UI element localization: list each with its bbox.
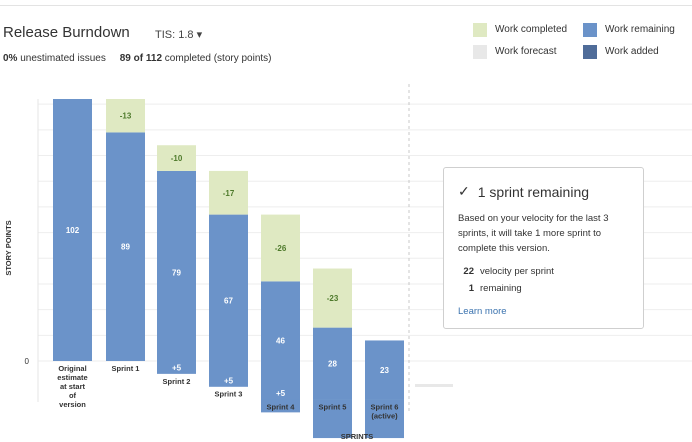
velocity-metric: 22 velocity per sprint (458, 266, 629, 277)
bar-work-completed (313, 268, 352, 328)
legend-work-completed: Work completed (473, 23, 567, 37)
forecast-panel: ✓ 1 sprint remaining Based on your veloc… (443, 167, 644, 329)
bar-work-remaining (313, 327, 352, 400)
legend-swatch-remaining (583, 23, 597, 37)
category-label: Original estimate at start of version (57, 364, 87, 409)
page-title: Release Burndown (3, 24, 130, 41)
panel-title: 1 sprint remaining (477, 183, 590, 200)
remaining-value-label: 67 (224, 297, 233, 306)
bar-work-remaining (53, 99, 92, 361)
remaining-value: 1 (468, 283, 474, 294)
remaining-value-label: 23 (380, 366, 389, 375)
checkmark-icon: ✓ (458, 183, 470, 199)
category-label: Sprint 6 (active) (371, 403, 399, 421)
legend-work-remaining: Work remaining (583, 23, 675, 37)
added-value-label: +5 (172, 363, 182, 372)
top-divider (0, 5, 692, 6)
bar-work-remaining (106, 132, 145, 361)
legend-swatch-added (583, 45, 597, 59)
category-label: Sprint 2 (163, 377, 191, 386)
legend-label: Work completed (495, 24, 568, 35)
added-value-label: +5 (276, 389, 286, 398)
category-label: Sprint 3 (215, 390, 243, 399)
learn-more-link[interactable]: Learn more (458, 306, 507, 317)
unestimated-text: unestimated issues (20, 53, 106, 64)
legend-swatch-completed (473, 23, 487, 37)
completed-count: 89 of 112 (119, 53, 163, 64)
bar-work-remaining (261, 281, 300, 400)
legend-work-forecast: Work forecast (473, 45, 557, 59)
panel-heading: ✓ 1 sprint remaining (458, 183, 629, 200)
completed-value-label: -17 (223, 189, 235, 198)
y-axis-title: STORY POINTS (4, 220, 13, 275)
bar-work-completed (106, 99, 145, 133)
legend-work-added: Work added (583, 45, 659, 59)
category-label: Sprint 1 (112, 364, 140, 373)
panel-description: Based on your velocity for the last 3 sp… (458, 213, 609, 254)
completed-value-label: -10 (171, 154, 183, 163)
remaining-value-label: 79 (172, 268, 181, 277)
bar-work-completed (157, 145, 196, 171)
unestimated-percent: 0% (3, 53, 18, 64)
bar-prior-added (313, 399, 352, 439)
completed-value-label: -26 (275, 244, 287, 253)
summary-line: 0% unestimated issues 89 of 112 complete… (3, 53, 272, 64)
legend-label: Work remaining (605, 24, 675, 35)
remaining-value-label: 89 (121, 243, 130, 252)
velocity-text: velocity per sprint (480, 266, 554, 277)
remaining-value-label: 28 (328, 360, 337, 369)
remaining-value-label: 46 (276, 336, 285, 345)
velocity-value: 22 (463, 266, 474, 277)
remaining-text: remaining (480, 283, 522, 294)
category-label: Sprint 4 (267, 403, 296, 412)
version-dropdown[interactable]: TIS: 1.8 ▾ (155, 29, 203, 41)
completed-text: completed (story points) (164, 53, 272, 64)
bar-work-completed (209, 170, 248, 215)
chart-labels: 0 STORY POINTS SPRINTS 102 Original estimate a… (4, 112, 398, 441)
bar-prior-added (365, 399, 404, 439)
legend-label: Work added (605, 46, 659, 57)
bar-work-remaining (365, 340, 404, 400)
remaining-metric: 1 remaining (458, 283, 629, 294)
remaining-value-label: 102 (66, 226, 80, 235)
completed-value-label: -13 (120, 112, 132, 121)
chart-bars (53, 99, 453, 439)
bar-work-completed (261, 214, 300, 282)
legend-label: Work forecast (495, 46, 557, 57)
x-axis-title: SPRINTS (341, 432, 374, 441)
bar-work-remaining (157, 170, 196, 374)
y-tick-label: 0 (25, 357, 30, 366)
bar-work-remaining (209, 214, 248, 387)
legend-swatch-forecast (473, 45, 487, 59)
forecast-bar (415, 384, 453, 387)
added-value-label: +5 (224, 376, 234, 385)
completed-value-label: -23 (327, 294, 339, 303)
category-label: Sprint 5 (319, 403, 347, 412)
